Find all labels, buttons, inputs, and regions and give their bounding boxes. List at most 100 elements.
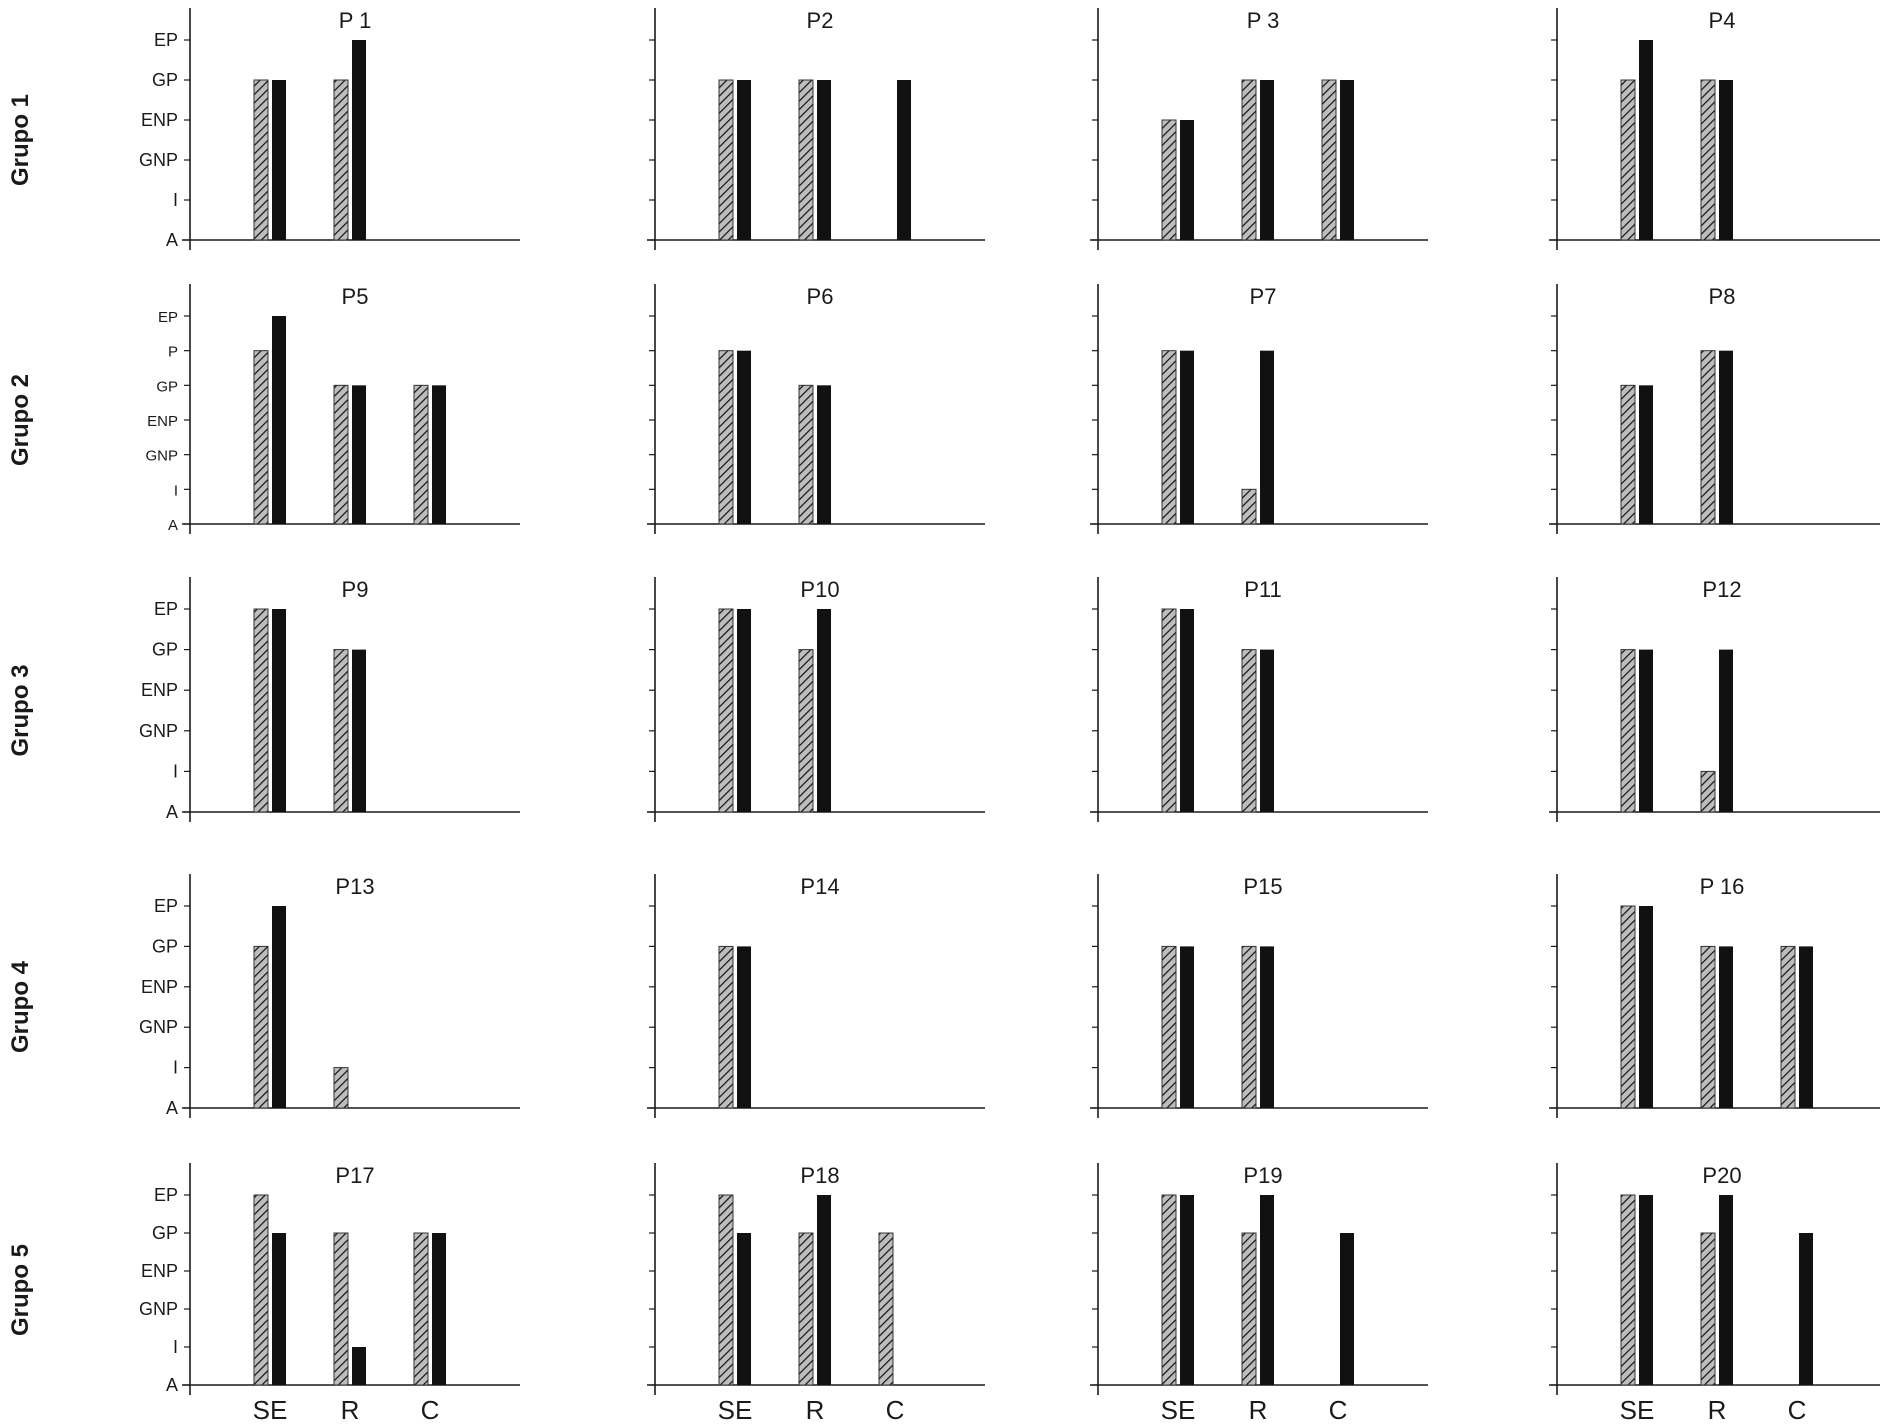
bar-hatched-se xyxy=(253,945,269,1109)
bar-hatched-r xyxy=(333,1067,349,1109)
x-category-label: R xyxy=(341,1395,360,1424)
bar-solid-r xyxy=(1719,350,1733,524)
bar-solid-r xyxy=(1260,80,1274,240)
y-tick-label: GP xyxy=(152,640,178,660)
bar-solid-r xyxy=(352,1347,366,1385)
panel-title: P 1 xyxy=(339,8,372,33)
panel-p9: A I GNP ENP GP EP P9 xyxy=(139,577,520,822)
bar-solid-se xyxy=(1180,609,1194,812)
panel-title: P4 xyxy=(1709,8,1736,33)
bar-hatched-c xyxy=(413,1232,429,1386)
y-tick-label: EP xyxy=(154,896,178,916)
bar-solid-se xyxy=(1639,40,1653,240)
panel-p13: AI GNP ENP GP EP P13 xyxy=(139,874,520,1118)
panel-title: P7 xyxy=(1250,284,1277,309)
y-tick-label: A xyxy=(166,1375,178,1395)
bar-solid-r xyxy=(817,385,831,524)
bar-hatched-se xyxy=(718,1194,734,1386)
y-tick-label: A xyxy=(168,517,178,534)
panel-title: P14 xyxy=(800,874,839,899)
bar-hatched-c xyxy=(1321,79,1337,241)
bar-hatched-r xyxy=(1241,945,1257,1109)
panel-p4: P4 xyxy=(1549,8,1880,250)
bar-hatched-r xyxy=(1700,1232,1716,1386)
panel-title: P 16 xyxy=(1700,874,1745,899)
y-tick-label: GNP xyxy=(139,150,178,170)
panel-p10: P10 xyxy=(647,577,985,822)
y-tick-label: EP xyxy=(154,1185,178,1205)
bar-hatched-r xyxy=(798,79,814,241)
y-tick-label: I xyxy=(173,1337,178,1357)
panel-title: P13 xyxy=(335,874,374,899)
y-tick-label: GNP xyxy=(139,1299,178,1319)
bar-hatched-se xyxy=(253,350,269,525)
bar-solid-se xyxy=(1639,906,1653,1108)
bar-hatched-r xyxy=(798,384,814,525)
panel-p18: P18 SE R C xyxy=(647,1163,985,1424)
group-label: Grupo 1 xyxy=(7,94,34,186)
bar-solid-c xyxy=(432,1233,446,1385)
panel-p7: P7 xyxy=(1090,284,1428,534)
panel-title: P8 xyxy=(1709,284,1736,309)
group-label: Grupo 3 xyxy=(7,664,34,756)
bar-hatched-r xyxy=(1241,79,1257,241)
panel-p20: P20 SE R C xyxy=(1549,1163,1880,1424)
panel-p2: P2 xyxy=(647,8,985,250)
bar-hatched-se xyxy=(1161,945,1177,1109)
bar-hatched-se xyxy=(1620,384,1636,525)
y-tick-label: GP xyxy=(152,1223,178,1243)
bar-hatched-se xyxy=(718,608,734,813)
bar-hatched-c xyxy=(878,1232,894,1386)
y-tick-label: GNP xyxy=(145,448,178,465)
bar-solid-r xyxy=(1260,350,1274,524)
bar-hatched-r xyxy=(1241,488,1257,525)
y-tick-label: EP xyxy=(154,30,178,50)
y-tick-label: GP xyxy=(156,378,178,395)
bar-solid-se xyxy=(1180,350,1194,524)
bar-hatched-se xyxy=(1161,119,1177,241)
bar-solid-se xyxy=(272,316,286,524)
bar-solid-r xyxy=(1719,946,1733,1108)
panel-p8: P8 xyxy=(1549,284,1880,534)
bar-solid-se xyxy=(1639,649,1653,812)
panel-p3: P 3 xyxy=(1090,8,1428,250)
bar-solid-r xyxy=(352,40,366,240)
bar-solid-r xyxy=(1719,649,1733,812)
y-tick-label: ENP xyxy=(141,977,178,997)
bar-solid-c xyxy=(1799,946,1813,1108)
bar-hatched-se xyxy=(1620,79,1636,241)
x-category-label: C xyxy=(1788,1395,1807,1424)
bar-hatched-r xyxy=(333,79,349,241)
bar-hatched-se xyxy=(253,79,269,241)
y-tick-label: I xyxy=(173,190,178,210)
bar-solid-r xyxy=(1260,1195,1274,1385)
x-category-label: SE xyxy=(718,1395,753,1424)
bar-solid-c xyxy=(1799,1233,1813,1385)
bar-solid-r xyxy=(1719,1195,1733,1385)
panel-title: P11 xyxy=(1244,577,1282,602)
x-category-label: C xyxy=(421,1395,440,1424)
bar-solid-se xyxy=(737,80,751,240)
panel-p11: P11 xyxy=(1090,577,1428,822)
bar-hatched-r xyxy=(333,1232,349,1386)
y-tick-label: EP xyxy=(154,599,178,619)
bar-solid-r xyxy=(352,649,366,812)
y-tick-label: ENP xyxy=(141,1261,178,1281)
panel-title: P12 xyxy=(1702,577,1741,602)
bar-hatched-se xyxy=(718,945,734,1109)
panel-title: P20 xyxy=(1702,1163,1741,1188)
x-category-label: R xyxy=(1249,1395,1268,1424)
x-category-label: SE xyxy=(1620,1395,1655,1424)
y-tick-label: GNP xyxy=(139,721,178,741)
y-tick-label: ENP xyxy=(141,680,178,700)
bar-solid-se xyxy=(737,946,751,1108)
bar-hatched-r xyxy=(798,649,814,813)
panel-p12: P12 xyxy=(1549,577,1880,822)
panel-title: P10 xyxy=(800,577,839,602)
bar-solid-r xyxy=(1260,946,1274,1108)
y-tick-label: I xyxy=(174,482,178,499)
bar-solid-c xyxy=(1340,80,1354,240)
bar-solid-r xyxy=(1719,80,1733,240)
